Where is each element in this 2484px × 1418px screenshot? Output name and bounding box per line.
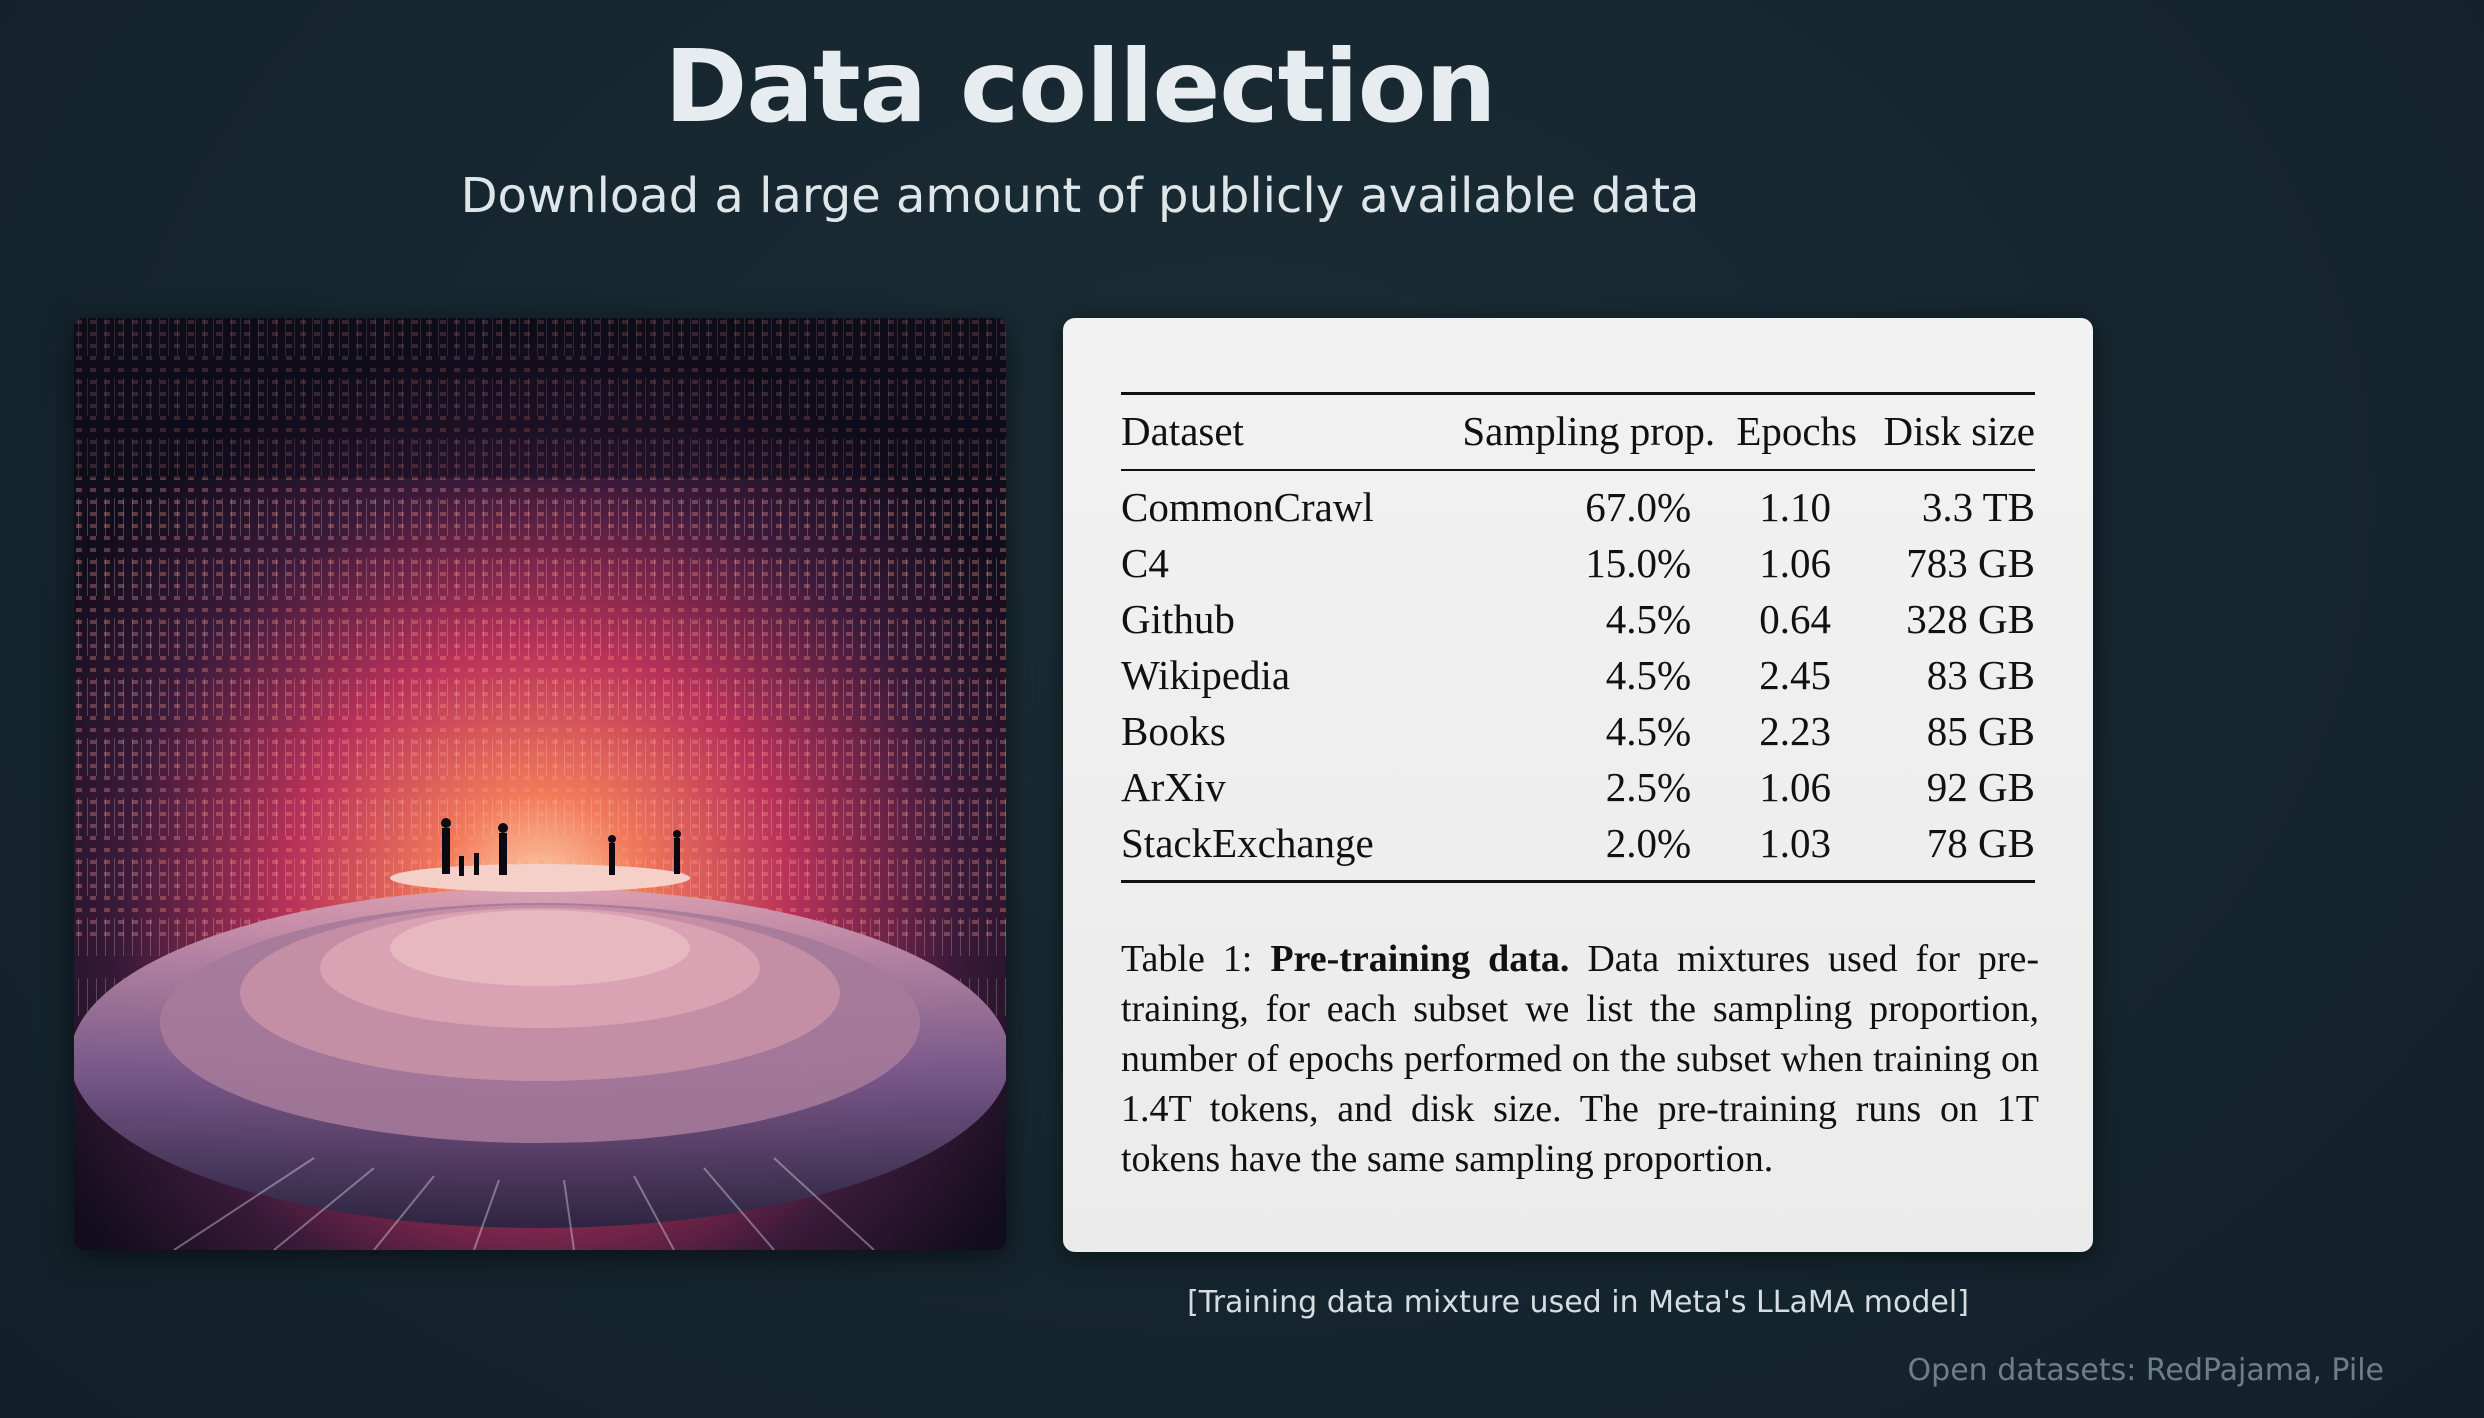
cell-epochs: 2.23: [1759, 708, 1832, 754]
table-row: Wikipedia 4.5% 2.45 83 GB: [1121, 648, 2035, 704]
cell-dataset: Wikipedia: [1121, 652, 1291, 698]
table-row: StackExchange 2.0% 1.03 78 GB: [1121, 816, 2035, 883]
cell-sampling-prop: 2.5%: [1605, 764, 1692, 810]
cell-disk-size: 783 GB: [1906, 540, 2035, 586]
cell-dataset: CommonCrawl: [1121, 484, 1374, 530]
cell-sampling-prop: 15.0%: [1585, 540, 1692, 586]
header-epochs: Epochs: [1715, 392, 1858, 471]
table-header-row: Dataset Sampling prop. Epochs Disk size: [1121, 392, 2035, 471]
cell-dataset: Books: [1121, 708, 1226, 754]
caption-bold: Pre-training data.: [1270, 938, 1570, 980]
caption-label: Table 1:: [1121, 938, 1271, 980]
cell-disk-size: 3.3 TB: [1921, 484, 2035, 530]
cell-disk-size: 328 GB: [1906, 596, 2035, 642]
table-card: Dataset Sampling prop. Epochs Disk size …: [1063, 318, 2093, 1252]
training-data-table: Dataset Sampling prop. Epochs Disk size …: [1121, 392, 2035, 883]
table-row: C4 15.0% 1.06 783 GB: [1121, 536, 2035, 592]
cell-dataset: ArXiv: [1121, 764, 1226, 810]
data-center-illustration: [74, 318, 1006, 1250]
cell-dataset: StackExchange: [1121, 816, 1419, 883]
table-caption: Table 1: Pre-training data. Data mixture…: [1121, 934, 2039, 1184]
cell-disk-size: 83 GB: [1926, 652, 2035, 698]
cell-epochs: 1.03: [1715, 816, 1858, 883]
slide-subtitle: Download a large amount of publicly avai…: [460, 168, 1700, 224]
cell-epochs: 0.64: [1759, 596, 1832, 642]
cell-disk-size: 85 GB: [1926, 708, 2035, 754]
cell-disk-size: 78 GB: [1857, 816, 2035, 883]
cell-epochs: 1.06: [1759, 764, 1832, 810]
footer-note: Open datasets: RedPajama, Pile: [1907, 1353, 2384, 1388]
cell-sampling-prop: 4.5%: [1605, 596, 1692, 642]
cell-dataset: Github: [1121, 596, 1235, 642]
table-row: Books 4.5% 2.23 85 GB: [1121, 704, 2035, 760]
table-row: CommonCrawl 67.0% 1.10 3.3 TB: [1121, 470, 2035, 536]
source-note: [Training data mixture used in Meta's LL…: [1187, 1285, 1969, 1320]
table-row: ArXiv 2.5% 1.06 92 GB: [1121, 760, 2035, 816]
header-disk-size: Disk size: [1857, 392, 2035, 471]
cell-disk-size: 92 GB: [1926, 764, 2035, 810]
cell-sampling-prop: 4.5%: [1605, 708, 1692, 754]
slide-title: Data collection: [664, 28, 1496, 145]
cell-sampling-prop: 2.0%: [1418, 816, 1716, 883]
header-dataset: Dataset: [1121, 392, 1419, 471]
cell-epochs: 2.45: [1759, 652, 1832, 698]
table-row: Github 4.5% 0.64 328 GB: [1121, 592, 2035, 648]
cell-sampling-prop: 4.5%: [1605, 652, 1692, 698]
caption-text: Data mixtures used for pre-training, for…: [1121, 938, 2039, 1180]
header-sampling-prop: Sampling prop.: [1418, 392, 1716, 471]
cell-dataset: C4: [1121, 540, 1169, 586]
cell-epochs: 1.10: [1759, 484, 1832, 530]
cell-epochs: 1.06: [1759, 540, 1832, 586]
cell-sampling-prop: 67.0%: [1585, 484, 1692, 530]
